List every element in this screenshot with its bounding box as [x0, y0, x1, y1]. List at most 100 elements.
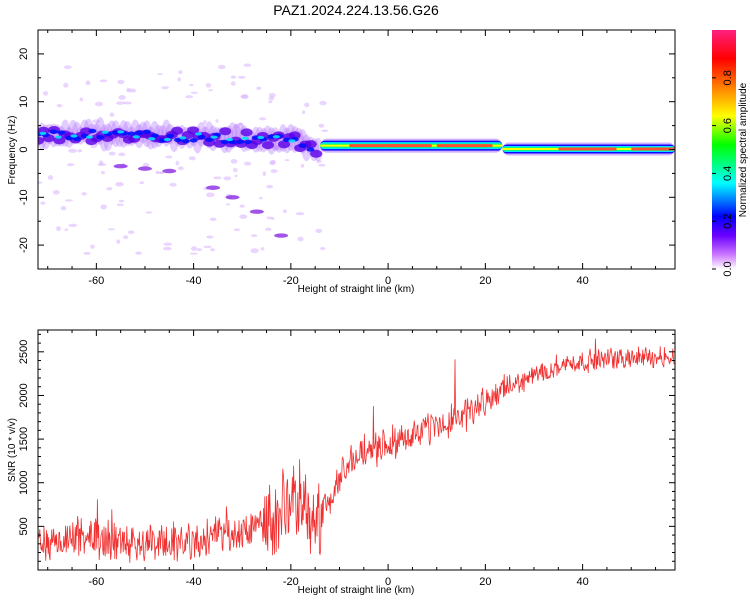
x-tick-label: -60: [88, 275, 104, 287]
spectrogram-secondary-blob: [249, 209, 264, 214]
spectrogram-core: [310, 149, 323, 158]
spectrogram-speckle: [304, 102, 310, 108]
spectrogram-x-axis-label: Height of straight line (km): [298, 284, 415, 295]
spectrogram-speckle: [295, 212, 305, 216]
spectrogram-speckle: [189, 252, 198, 255]
spectrogram-speckle: [239, 214, 248, 219]
spectrogram-speckle: [63, 82, 69, 88]
x-tick-label: -40: [186, 275, 202, 287]
spectrogram-core: [171, 126, 184, 135]
spectrogram-speckle: [163, 242, 172, 246]
spectrogram-secondary-blob: [206, 185, 221, 190]
x-tick-label: -40: [186, 576, 202, 588]
colorbar-ticks: 0.0 0.2 0.4 0.6 0.8: [712, 70, 734, 277]
spectrogram-speckle: [108, 151, 116, 156]
spectrogram-core-blue: [150, 133, 159, 138]
spectrogram-core: [187, 126, 200, 135]
spectrogram-marks: [38, 63, 675, 255]
spectrogram-core-blue: [96, 135, 105, 140]
spectrogram-speckle: [297, 236, 304, 242]
x-tick-label: -60: [88, 576, 104, 588]
spectrogram-speckle: [155, 170, 159, 174]
spectrogram-speckle: [63, 65, 72, 70]
spectrogram-speckle: [316, 159, 322, 164]
spectrogram-core-cyan: [117, 130, 125, 134]
x-tick-label: 40: [576, 576, 588, 588]
spectrogram-speckle: [85, 80, 91, 86]
y-tick-label: 1500: [18, 427, 30, 451]
snr-series-line: [38, 338, 675, 563]
spectrogram-core-cyan: [194, 132, 202, 136]
spectrogram-core: [278, 140, 291, 149]
spectrogram-speckle: [321, 129, 329, 132]
spectrogram-core-cyan: [148, 137, 156, 141]
spectrogram-speckle: [282, 209, 287, 214]
spectrogram-core-blue: [220, 139, 229, 145]
colorbar-tick-label: 0.4: [722, 166, 734, 181]
spectrogram-speckle: [128, 88, 137, 93]
spectrogram-core-blue: [244, 139, 253, 145]
spectrogram-speckle: [47, 175, 54, 180]
spectrogram-speckle: [77, 149, 83, 153]
spectrogram-speckle: [223, 176, 232, 181]
spectrogram-speckle: [205, 83, 212, 88]
spectrogram-speckle: [217, 64, 226, 70]
spectrogram-speckle: [109, 112, 115, 117]
spectrogram-speckle: [106, 186, 113, 191]
spectrogram-core-cyan: [257, 135, 265, 140]
spectrogram-speckle: [42, 91, 49, 96]
spectrogram-speckle: [318, 163, 326, 167]
spectrogram-speckle: [118, 94, 126, 100]
spectrogram-core: [240, 128, 253, 137]
spectrogram-core-blue: [88, 128, 97, 134]
spectrogram-core-cyan: [86, 135, 94, 139]
spectrogram-speckle: [118, 199, 125, 203]
spectrogram-speckle: [239, 204, 245, 208]
spectrogram-core-cyan: [272, 135, 280, 139]
spectrogram-speckle: [81, 192, 87, 196]
spectrogram-speckle: [60, 205, 67, 211]
spectrogram-core-blue: [65, 135, 74, 141]
spectrogram-speckle: [271, 217, 275, 220]
spectrogram-speckle: [56, 226, 62, 232]
spectrogram-speckle: [188, 156, 196, 161]
spectrogram-speckle: [243, 161, 252, 166]
spectrogram-speckle: [189, 83, 194, 87]
spectrogram-core: [262, 141, 275, 150]
spectrogram-core-blue: [181, 138, 190, 144]
spectrogram-speckle: [203, 119, 207, 125]
spectrogram-speckle: [230, 81, 236, 86]
spectrogram-speckle: [238, 75, 246, 79]
spectrogram-speckle: [123, 235, 129, 240]
colorbar-gradient: [712, 30, 736, 269]
snr-frame: [37, 329, 676, 571]
spectrogram-speckle: [260, 247, 265, 251]
spectrogram-speckle: [90, 244, 95, 249]
y-tick-label: 10: [18, 96, 30, 108]
spectrogram-speckle: [302, 110, 306, 115]
spectrogram-secondary-blob: [274, 233, 289, 238]
spectrogram-speckle: [226, 203, 231, 206]
spectrogram-speckle: [233, 228, 241, 232]
spectrogram-speckle: [270, 169, 278, 174]
x-tick-label: 20: [479, 275, 491, 287]
spectrogram-speckle: [68, 223, 78, 227]
colorbar-tick-label: 0.2: [722, 214, 734, 229]
spectrogram-speckle: [232, 168, 238, 173]
spectrogram-speckle: [213, 176, 222, 180]
y-tick-label: 2000: [18, 383, 30, 407]
spectrogram-speckle: [209, 248, 216, 252]
spectrogram-core-blue: [197, 134, 206, 140]
spectrogram-peak: [631, 147, 675, 151]
snr-x-axis-label: Height of straight line (km): [298, 585, 415, 596]
spectrogram-core-blue: [251, 135, 260, 140]
spectrogram-speckle: [135, 251, 142, 255]
spectrogram-speckle: [215, 119, 219, 123]
spectrogram-speckle: [117, 203, 121, 206]
spectrogram-core: [304, 140, 317, 149]
spectrogram-speckle: [259, 117, 267, 121]
spectrogram-speckle: [107, 228, 115, 231]
spectrogram-core-blue: [57, 130, 66, 135]
spectrogram-speckle: [300, 136, 304, 141]
spectrogram-speckle: [56, 103, 63, 108]
